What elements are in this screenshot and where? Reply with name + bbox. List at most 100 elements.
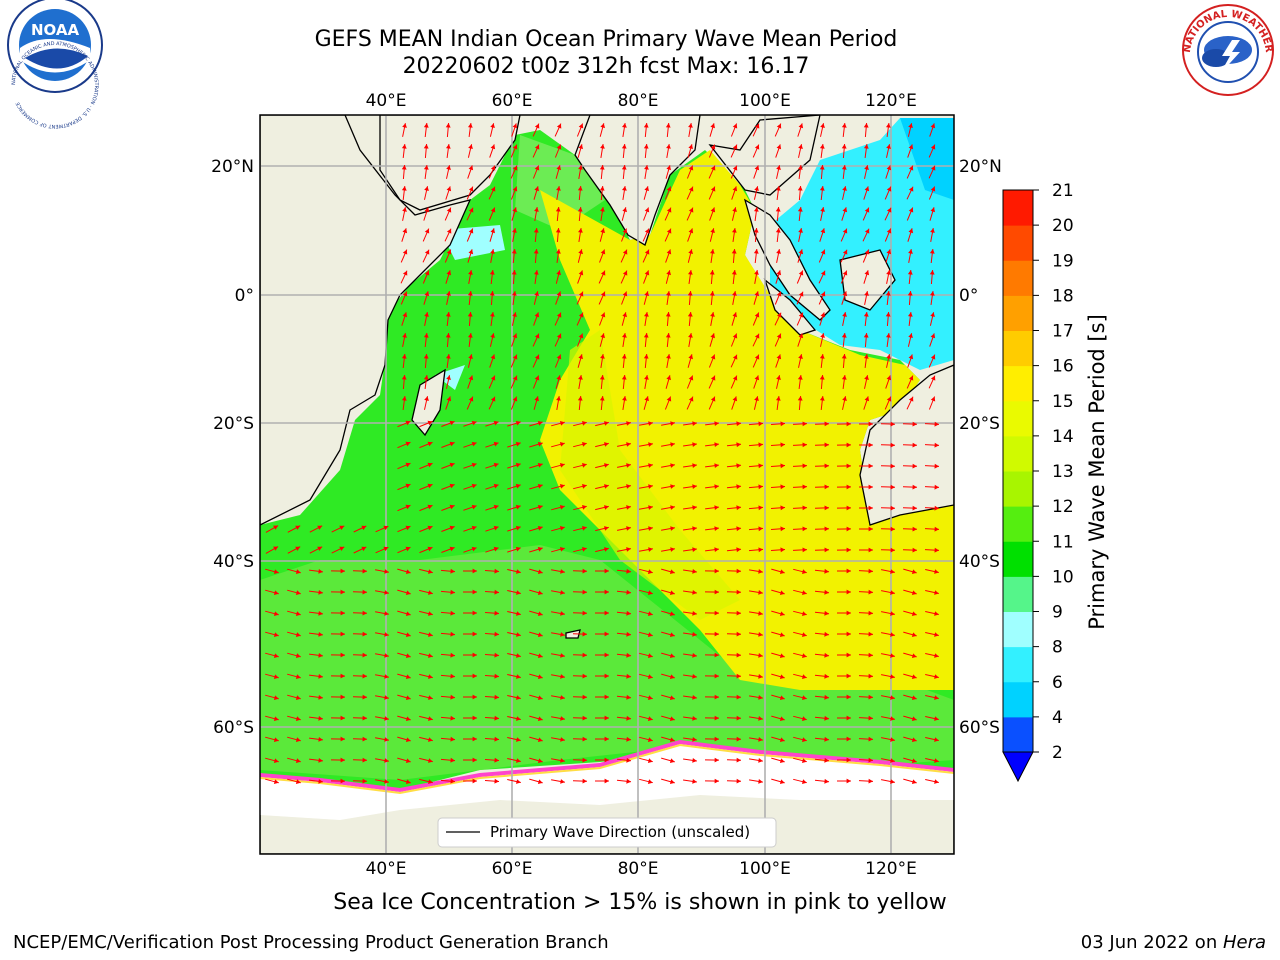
wave-arrow-head xyxy=(798,165,803,170)
wave-arrow-head xyxy=(578,354,583,360)
wave-arrow-head xyxy=(819,375,825,380)
wave-arrow-head xyxy=(687,291,693,296)
wave-arrow-head xyxy=(780,505,785,511)
wave-arrow-head xyxy=(864,270,870,276)
colorbar: 2 4 6 8 9 10 11 12 13 14 15 16 17 18 19 20 21 xyxy=(1002,181,1074,783)
wave-arrow-head xyxy=(402,312,408,318)
wave-arrow-head xyxy=(647,737,653,742)
wave-arrow-head xyxy=(318,695,323,700)
wave-arrow-head xyxy=(736,694,741,700)
wave-arrow-head xyxy=(493,462,499,468)
wave-arrow-head xyxy=(692,590,697,595)
wave-arrow-head xyxy=(714,547,719,552)
wave-arrow-head xyxy=(758,632,763,637)
wave-arrow-head xyxy=(868,526,873,532)
wave-arrow-head xyxy=(472,778,477,784)
wave-arrow-head xyxy=(578,270,584,276)
wave-arrow-head xyxy=(934,779,939,784)
wave-arrow-head xyxy=(295,525,301,530)
noaa-logo-text: NOAA xyxy=(31,21,80,39)
wave-arrow-head xyxy=(449,420,455,426)
colorbar-segment xyxy=(1003,506,1033,542)
colorbar-tick-label: 18 xyxy=(1052,286,1074,306)
wave-arrow-head xyxy=(886,249,892,255)
wave-arrow-head xyxy=(776,312,782,318)
wave-arrow-head xyxy=(819,396,825,401)
wave-arrow-head xyxy=(449,525,455,531)
wave-arrow-head xyxy=(890,505,895,511)
colorbar-tick-label: 19 xyxy=(1052,251,1074,271)
wave-arrow-head xyxy=(864,354,869,359)
wave-arrow-head xyxy=(908,333,913,338)
southeast-asia-landmass xyxy=(743,198,831,321)
wave-arrow-head xyxy=(732,291,737,296)
wave-arrow-head xyxy=(824,715,829,721)
wave-arrow-head xyxy=(471,504,477,510)
wave-arrow-head xyxy=(779,758,785,763)
wave-arrow-head xyxy=(537,716,543,721)
wave-arrow-head xyxy=(446,375,451,380)
wave-arrow-head xyxy=(648,484,653,489)
wave-arrow-head xyxy=(710,165,716,171)
wave-arrow-head xyxy=(423,165,429,170)
wave-arrow-head xyxy=(604,526,609,531)
wave-arrow-head xyxy=(604,631,609,637)
wave-arrow-head xyxy=(401,396,407,401)
wave-arrow-head xyxy=(273,674,279,679)
wave-arrow-head xyxy=(666,249,672,255)
wave-arrow-head xyxy=(911,737,917,742)
wave-arrow-head xyxy=(846,631,851,637)
wave-arrow-head xyxy=(405,590,411,595)
wave-arrow-head xyxy=(732,396,738,402)
wave-arrow-head xyxy=(820,228,826,234)
wave-arrow-head xyxy=(582,673,587,679)
wave-arrow-head xyxy=(445,312,451,317)
wave-arrow-head xyxy=(908,228,914,234)
wave-arrow-head xyxy=(736,421,741,427)
wave-arrow-head xyxy=(516,569,521,574)
wave-arrow-head xyxy=(732,333,738,339)
wave-direction-arrows xyxy=(265,122,940,784)
wave-arrow-head xyxy=(868,421,873,427)
wave-arrow-head xyxy=(622,396,627,401)
wave-arrow-head xyxy=(578,249,583,255)
wave-arrow-head xyxy=(621,375,627,380)
wave-arrow-head xyxy=(471,441,477,447)
wave-arrow-head xyxy=(692,526,697,531)
wave-arrow-head xyxy=(599,165,605,170)
wave-arrow-head xyxy=(534,312,540,318)
wave-arrow-head xyxy=(688,354,693,360)
wave-arrow-head xyxy=(930,396,936,402)
wave-arrow-head xyxy=(384,611,389,616)
wave-arrow-head xyxy=(424,207,430,213)
wave-arrow-head xyxy=(842,396,847,401)
wave-arrow-head xyxy=(934,505,939,511)
wave-arrow-head xyxy=(468,270,473,275)
wave-arrow-head xyxy=(930,123,936,129)
wave-arrow-head xyxy=(472,652,477,658)
wave-arrow-head xyxy=(930,375,936,381)
wave-arrow-head xyxy=(516,779,521,784)
wave-arrow-head xyxy=(577,207,583,212)
wave-arrow-head xyxy=(776,396,781,401)
wave-arrow-head xyxy=(626,547,631,552)
wave-arrow-head xyxy=(930,312,935,317)
wave-arrow-head xyxy=(423,333,429,338)
wave-arrow-head xyxy=(736,736,741,742)
colorbar-tick-label: 4 xyxy=(1052,708,1063,728)
wave-arrow-head xyxy=(295,716,301,721)
wave-arrow-head xyxy=(471,525,477,531)
wave-arrow-head xyxy=(402,123,407,128)
wave-arrow-head xyxy=(846,421,851,427)
wave-arrow-head xyxy=(824,442,829,448)
wave-arrow-head xyxy=(643,333,649,338)
wave-arrow-head xyxy=(626,526,631,531)
wave-arrow-head xyxy=(534,354,540,360)
wave-arrow-head xyxy=(511,249,517,254)
wave-arrow-head xyxy=(644,165,649,170)
wave-arrow-head xyxy=(273,758,279,763)
wave-arrow-head xyxy=(754,186,759,191)
wave-arrow-head xyxy=(758,737,763,742)
wave-arrow-head xyxy=(779,716,785,721)
lat-label-right: 20°N xyxy=(959,157,1002,177)
